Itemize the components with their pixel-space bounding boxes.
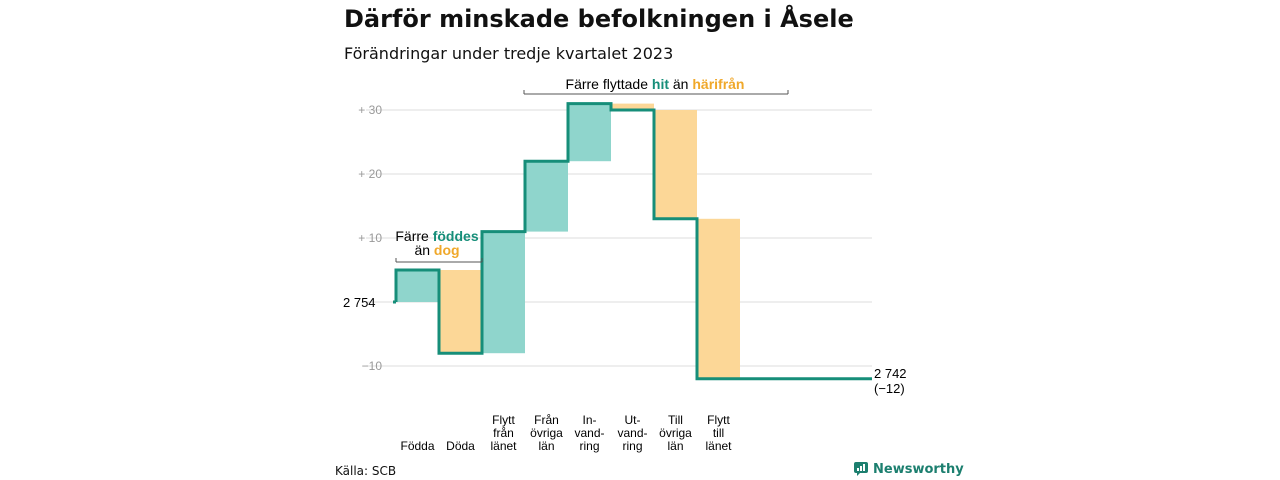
moves-annotation: Färre flyttade hit än härifrån bbox=[566, 76, 745, 92]
chart-title: Därför minskade befolkningen i Åsele bbox=[344, 5, 854, 33]
y-tick-label: + 20 bbox=[358, 167, 382, 181]
x-category-label: ring bbox=[579, 439, 599, 453]
births-annotation-line1: Färre föddes bbox=[395, 228, 478, 244]
x-category-label: Ut- bbox=[625, 413, 641, 427]
x-category-label: till bbox=[713, 426, 724, 440]
x-category-label: Flytt bbox=[492, 413, 515, 427]
source-note: Källa: SCB bbox=[335, 464, 397, 478]
x-category-label: län bbox=[667, 439, 683, 453]
births-annotation-an: än bbox=[414, 242, 433, 258]
x-category-label: vand- bbox=[617, 426, 647, 440]
waterfall-bar bbox=[568, 103, 611, 162]
x-category-label: In- bbox=[582, 413, 596, 427]
brand-name: Newsworthy bbox=[873, 461, 964, 477]
bars bbox=[393, 102, 872, 381]
x-category-label: Döda bbox=[446, 439, 475, 453]
waterfall-bar bbox=[525, 161, 568, 232]
chart-subtitle: Förändringar under tredje kvartalet 2023 bbox=[344, 44, 674, 63]
x-category-label: länet bbox=[490, 439, 517, 453]
x-category-label: övriga bbox=[659, 426, 692, 440]
cumulative-step-line bbox=[394, 102, 872, 381]
x-category-label: Från bbox=[534, 413, 559, 427]
x-category-label: län bbox=[538, 439, 554, 453]
births-annotation-line2: än dog bbox=[414, 242, 459, 258]
moves-annotation-an: än bbox=[669, 76, 692, 92]
waterfall-bar bbox=[654, 110, 697, 219]
x-axis-labels: Födda DödaFlyttfrånlänetFrånövrigalänIn-v… bbox=[400, 413, 732, 453]
x-category-label: vand- bbox=[574, 426, 604, 440]
waterfall-bar bbox=[396, 270, 439, 302]
x-category-label: Flytt bbox=[707, 413, 730, 427]
y-tick-label: + 10 bbox=[358, 231, 382, 245]
end-value-label: 2 742 bbox=[874, 366, 907, 381]
brand-logo: Newsworthy bbox=[853, 461, 964, 477]
x-category-label: från bbox=[493, 426, 514, 440]
moves-annotation-plain: Färre flyttade bbox=[566, 76, 652, 92]
x-category-label: Födda bbox=[400, 439, 434, 453]
moves-annotation-hit: hit bbox=[652, 76, 669, 92]
waterfall-bar bbox=[439, 270, 482, 354]
waterfall-bar bbox=[482, 231, 525, 354]
births-annotation-dog: dog bbox=[434, 242, 460, 258]
end-change-label: (−12) bbox=[874, 381, 905, 396]
waterfall-bar bbox=[611, 103, 654, 110]
y-axis-ticks: −10 + 10 + 20 + 30 bbox=[358, 103, 382, 373]
moves-annotation-harifran: härifrån bbox=[692, 76, 744, 92]
x-category-label: länet bbox=[705, 439, 732, 453]
start-value-label: 2 754 bbox=[343, 295, 376, 310]
y-tick-label: + 30 bbox=[358, 103, 382, 117]
x-category-label: övriga bbox=[530, 426, 563, 440]
x-category-label: ring bbox=[622, 439, 642, 453]
newsworthy-logo-icon bbox=[854, 462, 868, 476]
x-category-label: Till bbox=[668, 413, 683, 427]
births-annotation-fodde: föddes bbox=[433, 228, 479, 244]
waterfall-bar bbox=[697, 218, 740, 379]
births-annotation-plain: Färre bbox=[395, 228, 432, 244]
y-tick-label: −10 bbox=[362, 359, 383, 373]
